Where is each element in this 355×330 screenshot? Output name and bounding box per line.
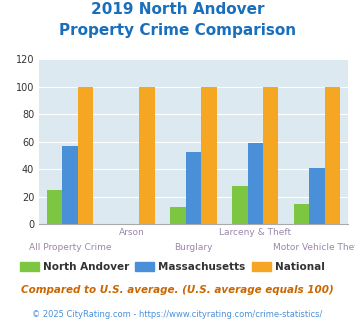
Text: All Property Crime: All Property Crime — [29, 243, 111, 251]
Bar — [186, 151, 201, 224]
Bar — [263, 87, 278, 224]
Bar — [294, 204, 309, 224]
Text: Motor Vehicle Theft: Motor Vehicle Theft — [273, 243, 355, 251]
Text: Arson: Arson — [119, 228, 144, 237]
Bar — [78, 87, 93, 224]
Bar — [247, 143, 263, 224]
Legend: North Andover, Massachusetts, National: North Andover, Massachusetts, National — [16, 258, 329, 276]
Text: 2019 North Andover: 2019 North Andover — [91, 2, 264, 16]
Text: Property Crime Comparison: Property Crime Comparison — [59, 23, 296, 38]
Bar — [62, 146, 78, 224]
Bar — [47, 190, 62, 224]
Text: Burglary: Burglary — [174, 243, 213, 251]
Text: Compared to U.S. average. (U.S. average equals 100): Compared to U.S. average. (U.S. average … — [21, 285, 334, 295]
Bar — [232, 186, 247, 224]
Bar — [309, 168, 325, 224]
Bar — [170, 207, 186, 224]
Bar — [140, 87, 155, 224]
Text: © 2025 CityRating.com - https://www.cityrating.com/crime-statistics/: © 2025 CityRating.com - https://www.city… — [32, 310, 323, 319]
Text: Larceny & Theft: Larceny & Theft — [219, 228, 291, 237]
Bar — [201, 87, 217, 224]
Bar — [325, 87, 340, 224]
